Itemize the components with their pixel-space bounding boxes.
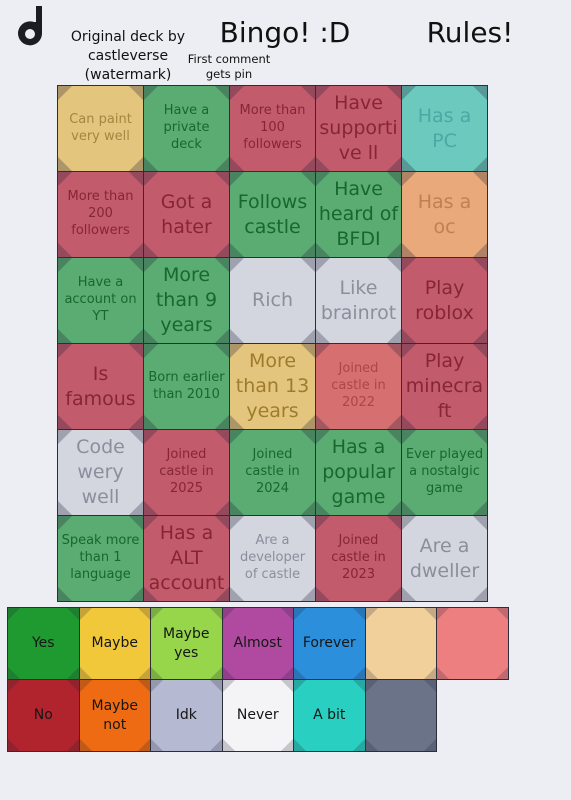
cell-text: Joined castle in 2025 — [159, 447, 214, 496]
bingo-cell[interactable]: Born earlier than 2010 — [143, 343, 230, 430]
cell-text: Got a hater — [160, 190, 213, 238]
bingo-cell[interactable]: Have a private deck — [143, 85, 230, 172]
cell-text: Have a private deck — [163, 103, 210, 152]
cell-text: Have heard of BFDI — [318, 178, 399, 250]
cell-text: Speak more than 1 language — [61, 533, 140, 582]
title: Bingo! :D — [219, 16, 351, 49]
cell-text: Is famous — [65, 362, 136, 410]
note: First comment gets pin — [187, 52, 271, 81]
bingo-cell[interactable]: Code wery well — [57, 429, 144, 516]
legend-label: Idk — [175, 707, 197, 724]
cell-text: Born earlier than 2010 — [148, 369, 225, 402]
legend-label: Yes — [31, 635, 55, 652]
legend-swatch[interactable]: Idk — [150, 679, 223, 752]
legend-swatch[interactable] — [364, 679, 437, 752]
bingo-cell[interactable]: Can paint very well — [57, 85, 144, 172]
rules-button[interactable]: Rules! — [426, 16, 514, 49]
legend-label: Maybe not — [91, 698, 138, 733]
legend-swatch[interactable]: A bit — [293, 679, 366, 752]
legend-swatch[interactable]: Forever — [293, 607, 366, 680]
cell-text: Has a ALT account — [148, 522, 225, 594]
legend-swatch[interactable]: Maybe not — [78, 679, 151, 752]
bingo-cell[interactable]: Have heard of BFDI — [315, 171, 402, 258]
legend-swatch[interactable]: Yes — [7, 607, 80, 680]
cell-text: Have supportive ll — [319, 92, 398, 164]
legend-swatch[interactable]: Never — [221, 679, 294, 752]
bingo-cell[interactable]: More than 9 years — [143, 257, 230, 344]
bingo-cell[interactable]: Has a oc — [401, 171, 488, 258]
cell-text: More than 200 followers — [67, 189, 134, 238]
legend-label: No — [33, 707, 53, 724]
logo — [18, 6, 42, 46]
cell-text: Play minecraft — [405, 350, 484, 422]
bingo-cell[interactable]: Is famous — [57, 343, 144, 430]
bingo-cell[interactable]: Got a hater — [143, 171, 230, 258]
cell-text: Follows castle — [237, 190, 308, 238]
cell-text: Code wery well — [76, 436, 125, 508]
cell-text: More than 13 years — [235, 350, 310, 422]
cell-text: Has a popular game — [322, 436, 395, 508]
bingo-cell[interactable]: Like brainrot — [315, 257, 402, 344]
legend-swatch[interactable] — [436, 607, 509, 680]
bingo-cell[interactable]: Has a ALT account — [143, 515, 230, 602]
cell-text: Joined castle in 2024 — [245, 447, 300, 496]
legend-swatch[interactable]: Almost — [221, 607, 294, 680]
cell-text: Joined castle in 2023 — [331, 533, 386, 582]
cell-text: Ever played a nostalgic game — [405, 447, 484, 496]
cell-text: Like brainrot — [320, 276, 397, 324]
cell-text: Has a oc — [417, 190, 472, 238]
cell-text: More than 100 followers — [239, 103, 306, 152]
cell-text: Play roblox — [415, 276, 474, 324]
cell-text: Has a PC — [417, 104, 472, 152]
legend-label: Maybe — [91, 635, 138, 652]
cell-text: Rich — [252, 289, 293, 312]
cell-text: Joined castle in 2022 — [331, 361, 386, 410]
bingo-cell[interactable]: More than 100 followers — [229, 85, 316, 172]
bingo-cell[interactable]: Has a PC — [401, 85, 488, 172]
legend-swatch[interactable]: Maybe — [78, 607, 151, 680]
bingo-cell[interactable]: Joined castle in 2025 — [143, 429, 230, 516]
bingo-cell[interactable]: Has a popular game — [315, 429, 402, 516]
bingo-cell[interactable]: Joined castle in 2024 — [229, 429, 316, 516]
bingo-cell[interactable]: More than 13 years — [229, 343, 316, 430]
bingo-cell[interactable]: Joined castle in 2023 — [315, 515, 402, 602]
bingo-cell[interactable]: Rich — [229, 257, 316, 344]
bingo-cell[interactable]: Have a account on YT — [57, 257, 144, 344]
cell-text: Are a dweller — [409, 534, 480, 582]
cell-text: Can paint very well — [69, 111, 132, 144]
bingo-cell[interactable]: More than 200 followers — [57, 171, 144, 258]
bingo-cell[interactable]: Play minecraft — [401, 343, 488, 430]
legend-swatch[interactable]: Maybe yes — [150, 607, 223, 680]
bingo-cell[interactable]: Speak more than 1 language — [57, 515, 144, 602]
bingo-cell[interactable]: Joined castle in 2022 — [315, 343, 402, 430]
credit: Original deck by castleverse (watermark) — [70, 29, 186, 83]
cell-text: Have a account on YT — [64, 275, 137, 324]
legend-swatch[interactable]: No — [7, 679, 80, 752]
legend-label: A bit — [313, 707, 346, 724]
bingo-cell[interactable]: Are a developer of castle — [229, 515, 316, 602]
bingo-cell[interactable]: Have supportive ll — [315, 85, 402, 172]
cell-text: Are a developer of castle — [239, 533, 306, 582]
bingo-cell[interactable]: Follows castle — [229, 171, 316, 258]
legend-label: Almost — [233, 635, 282, 652]
bingo-cell[interactable]: Ever played a nostalgic game — [401, 429, 488, 516]
bingo-cell[interactable]: Are a dweller — [401, 515, 488, 602]
legend-label: Maybe yes — [163, 626, 210, 661]
cell-text: More than 9 years — [155, 264, 218, 336]
legend-swatch[interactable] — [364, 607, 437, 680]
bingo-cell[interactable]: Play roblox — [401, 257, 488, 344]
legend-label: Forever — [302, 635, 356, 652]
legend-label: Never — [236, 707, 279, 724]
